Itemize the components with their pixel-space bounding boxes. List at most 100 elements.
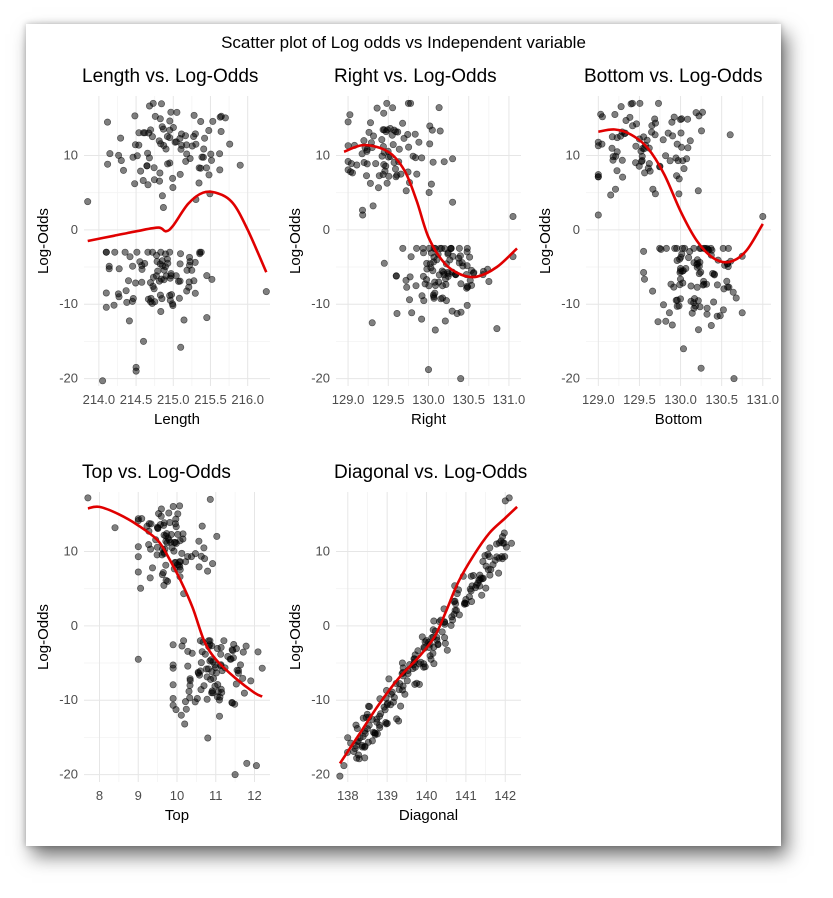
data-point <box>662 317 670 325</box>
data-point <box>177 711 185 719</box>
data-point <box>425 189 433 197</box>
data-point <box>449 198 457 206</box>
data-point <box>169 701 177 709</box>
data-point <box>156 169 164 177</box>
data-point <box>204 567 212 575</box>
data-point <box>374 184 382 192</box>
data-point <box>217 112 225 120</box>
data-point <box>178 549 186 557</box>
data-point <box>703 304 711 312</box>
data-point <box>156 177 164 185</box>
data-point <box>228 699 236 707</box>
data-point <box>186 681 194 689</box>
data-point <box>169 174 177 182</box>
data-point <box>160 266 168 274</box>
data-point <box>144 149 152 157</box>
data-point <box>700 277 708 285</box>
data-point <box>694 326 702 334</box>
data-point <box>618 156 626 164</box>
data-point <box>662 244 670 252</box>
data-point <box>493 553 501 561</box>
data-point <box>654 99 662 107</box>
data-point <box>138 265 146 273</box>
data-point <box>125 277 133 285</box>
data-point <box>459 262 467 270</box>
data-point <box>254 648 262 656</box>
data-point <box>481 552 489 560</box>
data-point <box>684 144 692 152</box>
figure-frame: Scatter plot of Log odds vs Independent … <box>26 24 781 846</box>
data-point <box>197 659 205 667</box>
data-point <box>405 143 413 151</box>
x-tick-label: 140 <box>416 788 438 803</box>
data-point <box>640 269 648 277</box>
data-point <box>201 650 209 658</box>
data-point <box>340 762 348 770</box>
data-point <box>414 647 422 655</box>
data-point <box>140 337 148 345</box>
y-axis-label: Log-Odds <box>537 208 554 274</box>
panel-bottom: 129.0 129.5 130.0 130.5 131.0 -20 -10 0 10 Bottom… <box>537 66 779 428</box>
x-tick-label: 129.5 <box>372 392 405 407</box>
data-point <box>493 540 501 548</box>
y-tick-label: 0 <box>71 222 78 237</box>
data-point <box>430 253 438 261</box>
data-point <box>129 262 137 270</box>
data-point <box>168 291 176 299</box>
data-point <box>126 253 134 261</box>
y-tick-label: -10 <box>311 296 330 311</box>
panel-title: Diagonal vs. Log-Odds <box>334 462 527 483</box>
data-point <box>368 319 376 327</box>
data-point <box>203 314 211 322</box>
data-point <box>419 249 427 257</box>
data-point <box>146 102 154 110</box>
data-point <box>710 298 718 306</box>
data-point <box>146 574 154 582</box>
data-point <box>141 260 149 268</box>
data-point <box>209 560 217 568</box>
data-point <box>226 140 234 148</box>
data-point <box>719 306 727 314</box>
data-point <box>441 275 449 283</box>
data-point <box>110 301 118 309</box>
data-point <box>182 558 190 566</box>
data-point <box>352 721 360 729</box>
panel-diagonal: 138 139 140 141 142 -20 -10 0 10 Diagonal vs. Log… <box>287 462 527 824</box>
data-point <box>759 213 767 221</box>
data-point <box>125 317 133 325</box>
data-point <box>217 643 225 651</box>
figure-title: Scatter plot of Log odds vs Independent … <box>221 33 586 52</box>
data-point <box>418 315 426 323</box>
data-point <box>220 637 228 645</box>
data-point <box>162 561 170 569</box>
panel-title: Right vs. Log-Odds <box>334 66 497 87</box>
data-point <box>167 108 175 116</box>
data-point <box>393 309 401 317</box>
data-point <box>435 104 443 112</box>
x-tick-label: 129.0 <box>582 392 615 407</box>
data-point <box>730 375 738 383</box>
data-point <box>478 591 486 599</box>
x-tick-label: 139 <box>376 788 398 803</box>
data-point <box>389 104 397 112</box>
data-point <box>613 167 621 175</box>
data-point <box>685 254 693 262</box>
x-tick-label: 142 <box>494 788 516 803</box>
x-axis-label: Length <box>154 411 200 428</box>
data-point <box>172 523 180 531</box>
x-tick-label: 214.0 <box>83 392 116 407</box>
data-point <box>134 655 142 663</box>
x-tick-label: 131.0 <box>747 392 780 407</box>
data-point <box>640 275 648 283</box>
data-point <box>358 150 366 158</box>
data-point <box>707 321 715 329</box>
data-point <box>237 661 245 669</box>
data-point <box>353 754 361 762</box>
x-axis-label: Right <box>411 411 447 428</box>
data-point <box>371 731 379 739</box>
data-point <box>184 647 192 655</box>
y-tick-label: 10 <box>316 543 330 558</box>
data-point <box>608 144 616 152</box>
data-point <box>104 160 112 168</box>
data-point <box>150 285 158 293</box>
